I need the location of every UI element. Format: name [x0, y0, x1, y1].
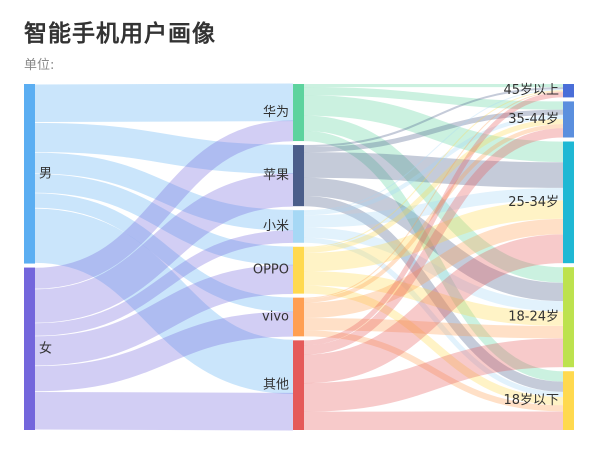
node-45岁以上	[563, 84, 574, 98]
node-label-其他: 其他	[263, 378, 289, 393]
link-女-vivo	[34, 311, 294, 392]
node-vivo	[293, 297, 304, 337]
node-label-18-24岁: 18-24岁	[508, 310, 559, 325]
link-苹果-35-44岁	[303, 109, 564, 153]
node-label-女: 女	[39, 340, 52, 356]
node-25-34岁	[563, 141, 574, 264]
link-苹果-45岁以上	[303, 87, 564, 148]
link-女-小米	[34, 230, 294, 336]
link-男-小米	[34, 152, 294, 231]
link-其他-45岁以上	[303, 92, 564, 346]
link-小米-45岁以上	[303, 89, 564, 212]
link-小米-25-34岁	[303, 187, 564, 228]
node-label-25-34岁: 25-34岁	[508, 195, 559, 210]
link-vivo-45岁以上	[303, 91, 564, 299]
node-label-45岁以上: 45岁以上	[503, 83, 559, 98]
chart-title: 智能手机用户画像	[24, 21, 216, 47]
node-label-男: 男	[39, 166, 52, 181]
link-华为-25-34岁	[303, 95, 564, 163]
link-华为-18岁以下	[303, 130, 564, 382]
link-小米-18-24岁	[303, 227, 564, 312]
link-OPPO-18-24岁	[303, 271, 564, 326]
node-label-18岁以下: 18岁以下	[503, 393, 559, 408]
node-华为	[293, 84, 304, 142]
node-35-44岁	[563, 101, 574, 138]
link-其他-18-24岁	[303, 338, 564, 412]
link-华为-18-24岁	[303, 115, 564, 283]
link-苹果-25-34岁	[303, 152, 564, 188]
node-小米	[293, 210, 304, 243]
link-其他-35-44岁	[303, 128, 564, 355]
link-男-OPPO	[34, 174, 294, 266]
link-小米-35-44岁	[303, 114, 564, 216]
link-苹果-18-24岁	[303, 177, 564, 302]
link-华为-35-44岁	[303, 87, 564, 110]
link-vivo-18岁以下	[303, 330, 564, 412]
node-label-35-44岁: 35-44岁	[508, 112, 559, 127]
node-label-OPPO: OPPO	[253, 263, 289, 278]
node-label-小米: 小米	[263, 219, 289, 234]
link-小米-18岁以下	[303, 237, 564, 397]
link-OPPO-35-44岁	[303, 118, 564, 253]
node-label-苹果: 苹果	[263, 168, 289, 183]
link-vivo-35-44岁	[303, 124, 564, 303]
chart-subtitle: 单位:	[24, 58, 55, 73]
link-男-苹果	[34, 122, 294, 174]
node-label-华为: 华为	[263, 105, 289, 120]
node-其他	[293, 340, 304, 430]
link-其他-25-34岁	[303, 234, 564, 384]
link-女-OPPO	[34, 264, 294, 366]
links-layer	[33, 83, 564, 431]
node-女	[24, 267, 35, 430]
link-vivo-25-34岁	[303, 218, 564, 319]
node-18岁以下	[563, 371, 574, 430]
node-男	[24, 84, 35, 264]
link-男-其他	[33, 208, 295, 394]
nodes-layer	[24, 84, 574, 430]
link-女-其他	[34, 391, 294, 431]
node-OPPO	[293, 246, 304, 294]
link-vivo-18-24岁	[303, 317, 564, 339]
link-OPPO-45岁以上	[303, 90, 564, 248]
link-女-华为	[34, 120, 294, 289]
node-18-24岁	[563, 267, 574, 368]
node-苹果	[293, 145, 304, 207]
link-男-华为	[34, 83, 294, 123]
link-男-vivo	[34, 193, 294, 313]
node-label-vivo: vivo	[262, 309, 289, 324]
link-OPPO-25-34岁	[303, 200, 564, 272]
link-苹果-18岁以下	[303, 195, 564, 392]
link-女-苹果	[34, 173, 294, 323]
link-OPPO-18岁以下	[303, 285, 564, 406]
